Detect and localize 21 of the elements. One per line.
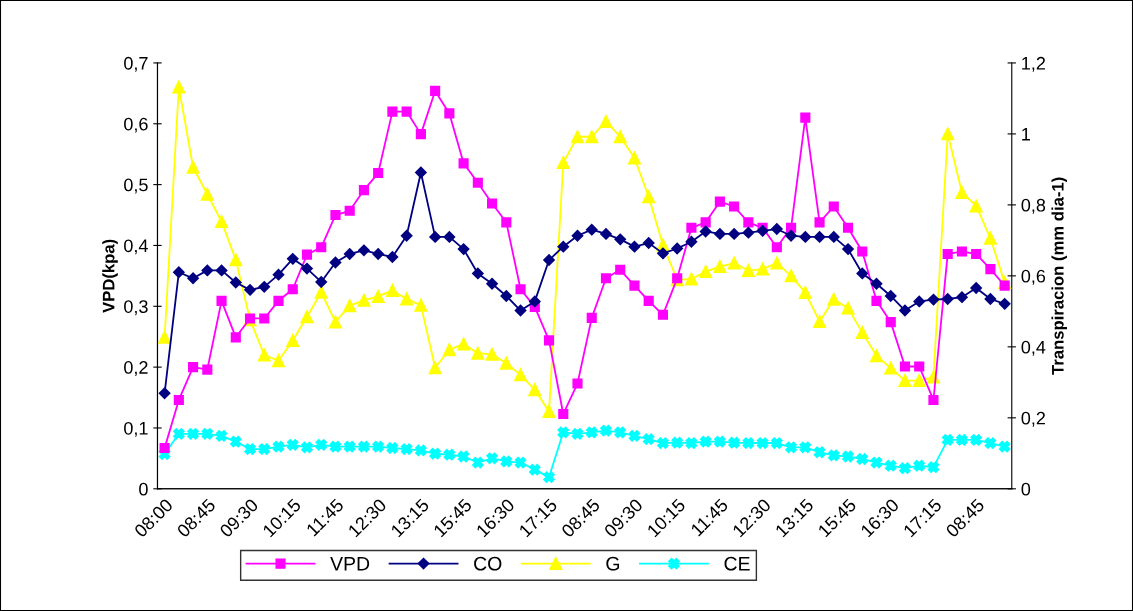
legend-label: CE — [724, 556, 750, 571]
legend-label: VPD — [330, 557, 370, 571]
y2-axis-title: Transpiracion (mm dia-1) — [1051, 177, 1067, 375]
y-tick-label: 0,6 — [124, 117, 148, 133]
y-tick-label: 0,1 — [124, 421, 148, 437]
y-axis-title: VPD(kpa) — [102, 239, 118, 313]
y-tick-label: 0,5 — [124, 178, 148, 194]
y2-tick-label: 0,6 — [1021, 269, 1046, 285]
y2-tick-label: 0,2 — [1021, 411, 1045, 427]
legend-label: G — [606, 556, 620, 571]
y-tick-label: 0,3 — [124, 300, 148, 316]
y2-tick-label: 0,8 — [1021, 198, 1046, 214]
y-tick-label: 0,2 — [124, 361, 148, 376]
legend-label: CO — [474, 556, 502, 571]
y2-tick-label: 1 — [1022, 128, 1030, 141]
y2-tick-label: 0,4 — [1021, 340, 1046, 356]
y2-tick-label: 0 — [1021, 482, 1031, 496]
y-tick-label: 0,7 — [124, 56, 148, 72]
y-tick-label: 0,4 — [124, 239, 148, 255]
y2-tick-label: 1,2 — [1022, 56, 1045, 72]
y-tick-label: 0 — [139, 482, 148, 496]
